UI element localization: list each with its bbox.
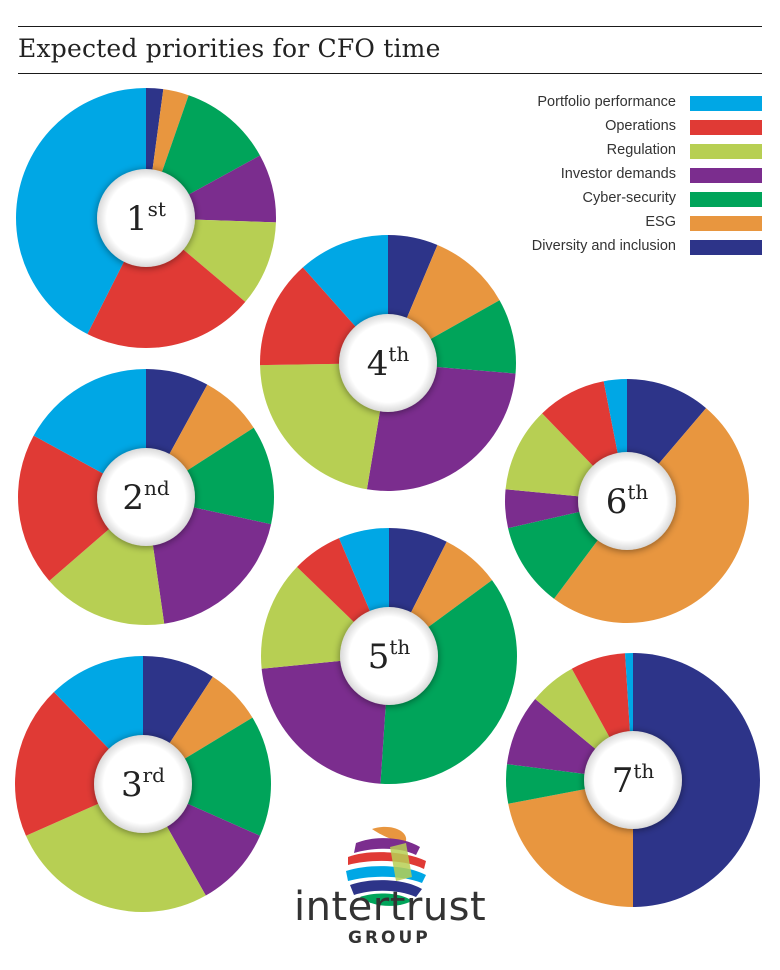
legend-swatch <box>690 216 762 231</box>
page-title: Expected priorities for CFO time <box>18 34 441 63</box>
legend-item-investor-demands: Investor demands <box>440 164 762 188</box>
legend-swatch <box>690 96 762 111</box>
legend-label: Portfolio performance <box>537 94 676 110</box>
rank-label: 7th <box>612 759 655 801</box>
legend-item-diversity-and-inclusion: Diversity and inclusion <box>440 236 762 260</box>
slice-portfolio-performance <box>15 88 146 335</box>
legend-swatch <box>690 240 762 255</box>
donut-4th: 4th <box>260 235 516 491</box>
legend-swatch <box>690 144 762 159</box>
donut-7th: 7th <box>505 653 760 907</box>
donut-hole <box>340 607 438 705</box>
legend-item-regulation: Regulation <box>440 140 762 164</box>
rank-label: 2nd <box>122 476 170 518</box>
legend-item-portfolio-performance: Portfolio performance <box>440 92 762 116</box>
donut-2nd: 2nd <box>18 369 274 626</box>
legend-item-esg: ESG <box>440 212 762 236</box>
title-underline <box>18 73 762 74</box>
legend-label: Cyber-security <box>582 190 676 206</box>
legend: Portfolio performance Operations Regulatio… <box>440 92 762 260</box>
slice-operations <box>18 435 147 581</box>
donut-hole <box>97 448 195 546</box>
rank-label: 1st <box>126 197 166 239</box>
rank-label: 6th <box>606 480 649 522</box>
top-rule <box>18 26 762 27</box>
donut-hole <box>94 735 192 833</box>
slice-cyber-security <box>143 717 271 836</box>
slice-operations <box>87 218 246 348</box>
slice-cyber-security <box>505 764 633 804</box>
rank-label: 5th <box>368 635 411 677</box>
legend-label: Operations <box>605 118 676 134</box>
brand-name: intertrust <box>294 884 487 930</box>
brand-sub: GROUP <box>348 928 431 948</box>
rank-label: 4th <box>367 342 410 384</box>
legend-swatch <box>690 168 762 183</box>
slice-cyber-security <box>380 580 518 784</box>
donut-hole <box>584 731 682 829</box>
donut-hole <box>339 314 437 412</box>
donut-1st: 1st <box>15 88 277 348</box>
donut-6th: 6th <box>504 378 749 623</box>
donut-3rd: 3rd <box>15 655 271 912</box>
donut-hole <box>97 169 195 267</box>
legend-label: Investor demands <box>560 166 676 182</box>
legend-item-cyber-security: Cyber-security <box>440 188 762 212</box>
slice-diversity-and-inclusion <box>633 653 760 907</box>
legend-label: Regulation <box>606 142 676 158</box>
legend-item-operations: Operations <box>440 116 762 140</box>
legend-label: Diversity and inclusion <box>531 238 676 254</box>
donut-hole <box>578 452 676 550</box>
legend-label: ESG <box>645 214 676 230</box>
legend-swatch <box>690 120 762 135</box>
slice-operations <box>15 692 144 836</box>
legend-swatch <box>690 192 762 207</box>
rank-label: 3rd <box>121 763 165 805</box>
donut-5th: 5th <box>260 528 518 784</box>
intertrust-logo-icon <box>346 826 426 906</box>
